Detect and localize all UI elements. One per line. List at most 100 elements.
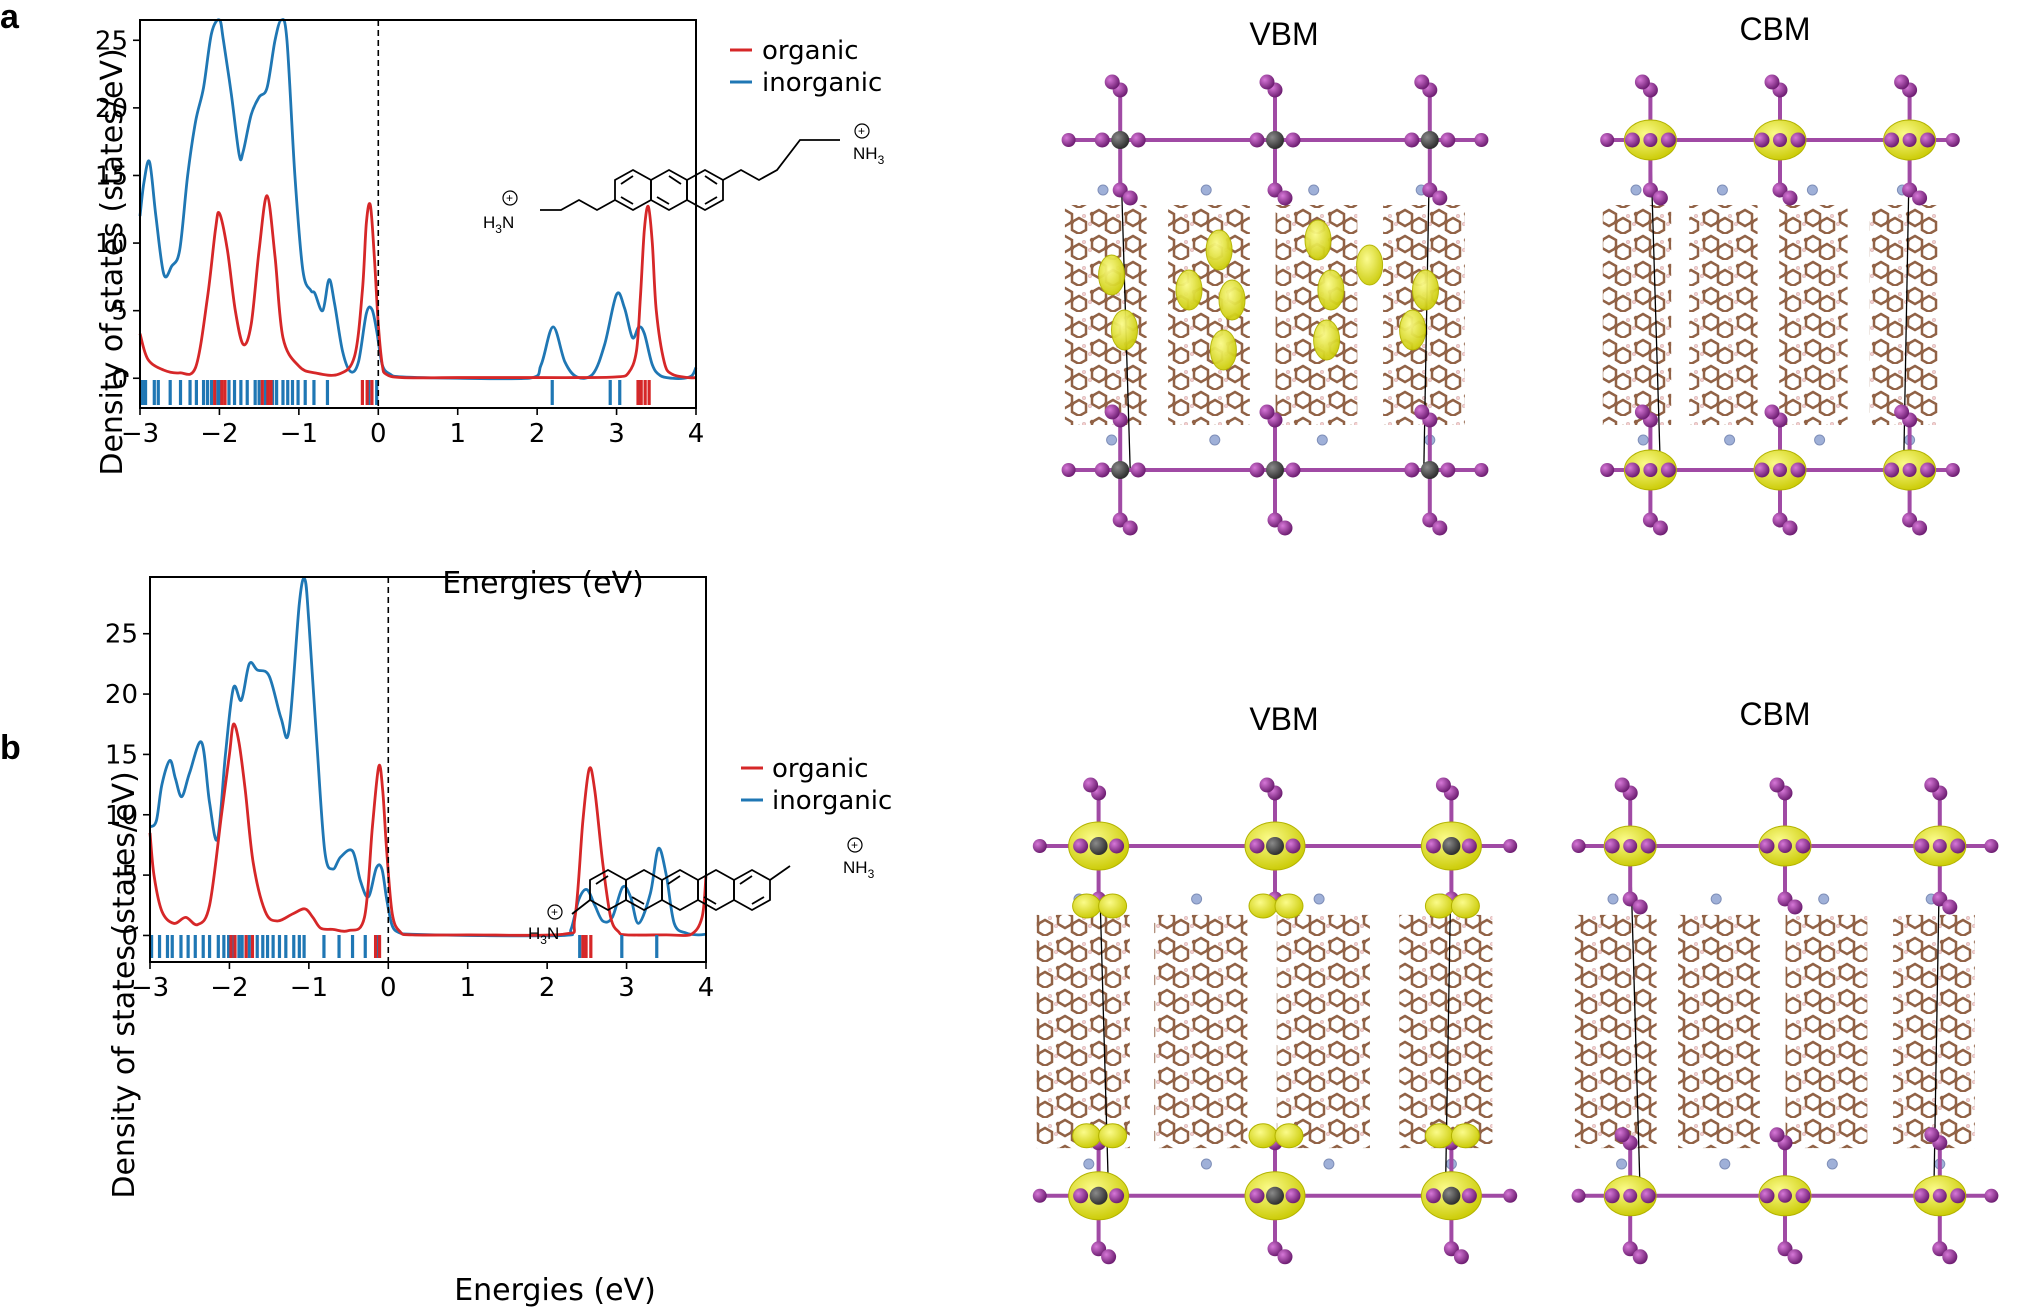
isosurface-lobe [1175, 269, 1203, 311]
ammonium-nitrogen-atom [1097, 184, 1109, 196]
iodine-atom [1772, 512, 1788, 528]
iodine-atom [1652, 520, 1668, 536]
iodine-atom [1754, 132, 1770, 148]
isosurface-lobe [1098, 1123, 1128, 1149]
iodine-atom [1660, 462, 1676, 478]
y-tick-label: 25 [105, 620, 138, 650]
cation-label-right-a: + NH3 [853, 123, 885, 167]
iodine-atom [1109, 1188, 1125, 1204]
isosurface-lobe [1098, 893, 1128, 919]
x-tick-label: 4 [698, 973, 715, 1003]
ammonium-nitrogen-atom [1716, 184, 1728, 196]
svg-text:+: + [851, 838, 858, 852]
iodine-atom [1073, 838, 1089, 854]
iodine-atom [1249, 132, 1265, 148]
vbm-title-a: VBM [1249, 16, 1318, 52]
iodine-atom [1109, 838, 1125, 854]
iodine-atom [1624, 132, 1640, 148]
iodine-atom [1104, 74, 1120, 90]
iodine-atom [1632, 1249, 1648, 1265]
iodine-atom [1422, 512, 1438, 528]
ammonium-nitrogen-atom [1308, 184, 1320, 196]
organic-cation-layer [1154, 914, 1248, 1149]
x-tick-label: 2 [539, 973, 556, 1003]
iodine-atom [1604, 838, 1620, 854]
x-tick-label: −2 [210, 973, 248, 1003]
lead-atom [1773, 133, 1787, 147]
iodine-atom [1790, 132, 1806, 148]
iodine-atom [1945, 463, 1960, 477]
iodine-atom [1259, 74, 1275, 90]
organic-cation-layer [1785, 914, 1868, 1149]
iodine-atom [1425, 1188, 1441, 1204]
x-tick-label: 1 [449, 419, 466, 449]
x-axis-label: Energies (eV) [442, 566, 644, 601]
iodine-atom [1777, 1241, 1793, 1257]
iodine-atom [1104, 404, 1120, 420]
ammonium-nitrogen-atom [1724, 434, 1736, 446]
iodine-atom [1249, 838, 1265, 854]
iodine-atom [1764, 74, 1780, 90]
lead-atom [1773, 463, 1787, 477]
isosurface-lobe [1313, 319, 1341, 361]
iodine-atom [1902, 182, 1918, 198]
legend-label-organic: organic [772, 754, 869, 784]
iodine-atom [1404, 462, 1420, 478]
cation-label-left-b: H3N + [528, 904, 563, 947]
iodine-atom [1571, 839, 1586, 853]
iodine-atom [1073, 1188, 1089, 1204]
iodine-atom [1122, 520, 1138, 536]
iodine-atom [1277, 1249, 1293, 1265]
isosurface-lobe [1274, 893, 1304, 919]
x-tick-label: 0 [370, 419, 387, 449]
lead-atom [1902, 463, 1917, 477]
iodine-atom [1914, 838, 1930, 854]
plot-frame [139, 19, 697, 409]
ammonium-nitrogen-atom [1710, 893, 1722, 905]
svg-text:H3N: H3N [483, 213, 514, 236]
iodine-atom [1950, 838, 1966, 854]
iodine-atom [1634, 404, 1650, 420]
plot-frame [149, 576, 707, 963]
y-tick-label: 0 [121, 921, 138, 951]
iodine-atom [1094, 462, 1110, 478]
iodine-atom [1259, 777, 1275, 793]
iodine-atom [1267, 182, 1283, 198]
ammonium-nitrogen-atom [1630, 184, 1642, 196]
iodine-atom [1503, 839, 1518, 853]
iodine-atom [1259, 404, 1275, 420]
iodine-atom [1759, 1188, 1775, 1204]
iodine-atom [1924, 777, 1940, 793]
organic-cation-layer [1678, 914, 1760, 1149]
isosurface-lobe [1317, 269, 1345, 311]
panel-label-b: b [0, 729, 21, 767]
iodine-atom [1772, 182, 1788, 198]
svg-text:NH3: NH3 [853, 144, 885, 167]
lead-atom [1420, 461, 1439, 479]
isosurface-lobe [1072, 893, 1102, 919]
organic-cation-layer [1276, 914, 1370, 1149]
lead-atom [1266, 1186, 1284, 1205]
y-tick-label: 0 [111, 364, 128, 394]
iodine-atom [1404, 132, 1420, 148]
iodine-atom [1634, 74, 1650, 90]
isosurface-lobe [1072, 1123, 1102, 1149]
lead-atom [1266, 131, 1284, 149]
ammonium-nitrogen-atom [1200, 1158, 1212, 1170]
isosurface-lobe [1424, 893, 1454, 919]
ammonium-nitrogen-atom [1814, 434, 1826, 446]
isosurface-lobe [1304, 219, 1332, 261]
molecule-structure-b [571, 865, 791, 915]
isosurface-lobe [1424, 1123, 1454, 1149]
x-tick-label: 3 [618, 973, 635, 1003]
iodine-atom [1920, 132, 1936, 148]
x-tick-label: −1 [290, 973, 328, 1003]
lead-atom [1111, 461, 1130, 479]
iodine-atom [1777, 891, 1793, 907]
ammonium-nitrogen-atom [1616, 1158, 1628, 1170]
isosurface-lobe [1274, 1123, 1304, 1149]
iodine-atom [1660, 132, 1676, 148]
iodine-atom [1061, 463, 1076, 477]
iodine-atom [1432, 190, 1448, 206]
crystal-structure-cbm-b [1571, 777, 1999, 1265]
